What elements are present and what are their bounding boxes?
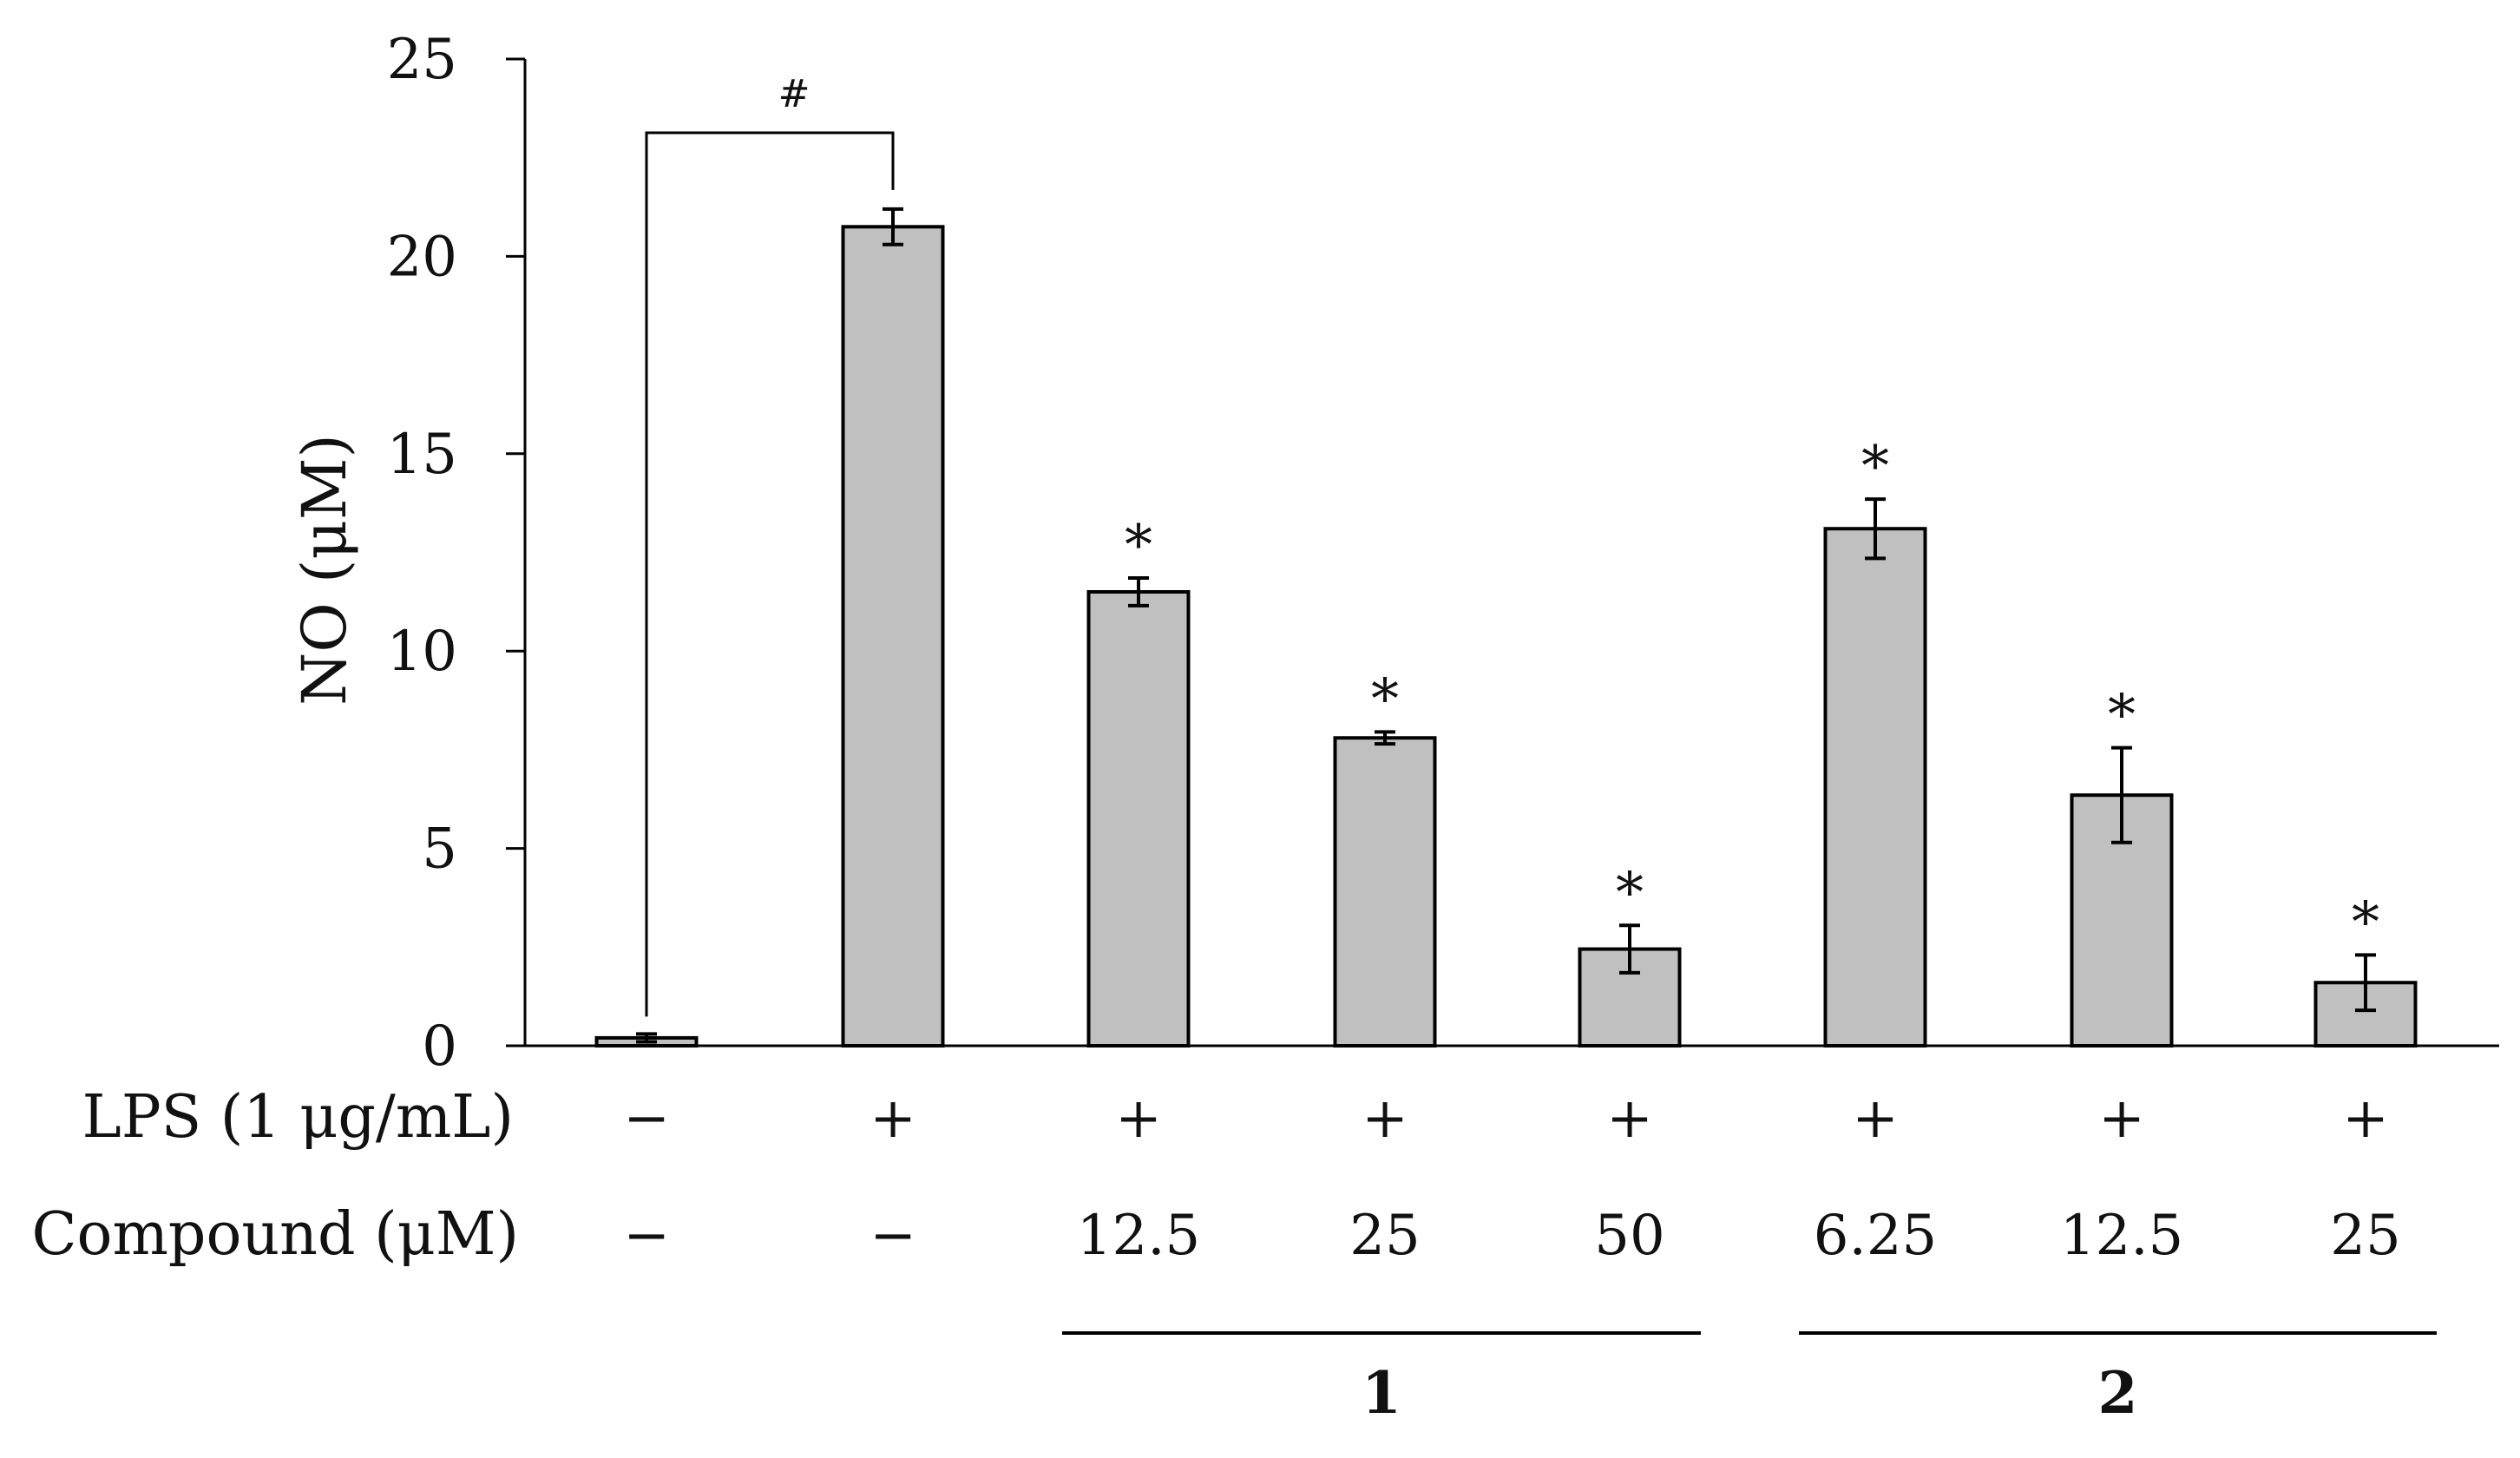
y-tick-label: 5 (422, 818, 457, 882)
significance-star: * (2352, 890, 2379, 955)
row-cell: 12.5 (1077, 1204, 1201, 1268)
row-cell: + (1606, 1087, 1653, 1151)
significance-star: * (1125, 514, 1152, 578)
row-cell: − (623, 1087, 670, 1151)
bar (1823, 527, 1927, 1048)
row-cell: − (623, 1204, 670, 1268)
significance-star: * (2108, 684, 2136, 748)
group-label: 1 (1362, 1359, 1401, 1427)
bar (1333, 736, 1437, 1048)
row-cell: + (870, 1087, 916, 1151)
row-cell: + (1852, 1087, 1899, 1151)
row-label: LPS (1 μg/mL) (82, 1083, 514, 1152)
row-cell: − (870, 1204, 916, 1268)
row-cell: 25 (1349, 1204, 1420, 1268)
bar (1086, 589, 1191, 1048)
row-cell: 6.25 (1814, 1204, 1938, 1268)
significance-star: * (1861, 435, 1889, 499)
y-axis-title: NO (μM) (289, 434, 360, 706)
y-tick-label: 25 (387, 28, 457, 92)
row-cell: 50 (1594, 1204, 1664, 1268)
group-label: 2 (2098, 1359, 2138, 1427)
bar (841, 225, 945, 1048)
row-cell: + (1115, 1087, 1162, 1151)
significance-hash: # (778, 72, 810, 116)
row-label: Compound (μM) (31, 1200, 519, 1269)
y-tick-label: 10 (387, 620, 457, 684)
y-tick-label: 15 (387, 423, 457, 487)
significance-star: * (1371, 667, 1399, 732)
significance-bracket (645, 131, 895, 1017)
row-cell: + (2342, 1087, 2389, 1151)
row-cell: + (2098, 1087, 2145, 1151)
row-cell: + (1362, 1087, 1408, 1151)
y-tick-label: 20 (387, 225, 457, 289)
row-cell: 12.5 (2060, 1204, 2184, 1268)
y-tick-label: 0 (422, 1015, 457, 1079)
row-cell: 25 (2330, 1204, 2400, 1268)
significance-star: * (1616, 861, 1644, 925)
